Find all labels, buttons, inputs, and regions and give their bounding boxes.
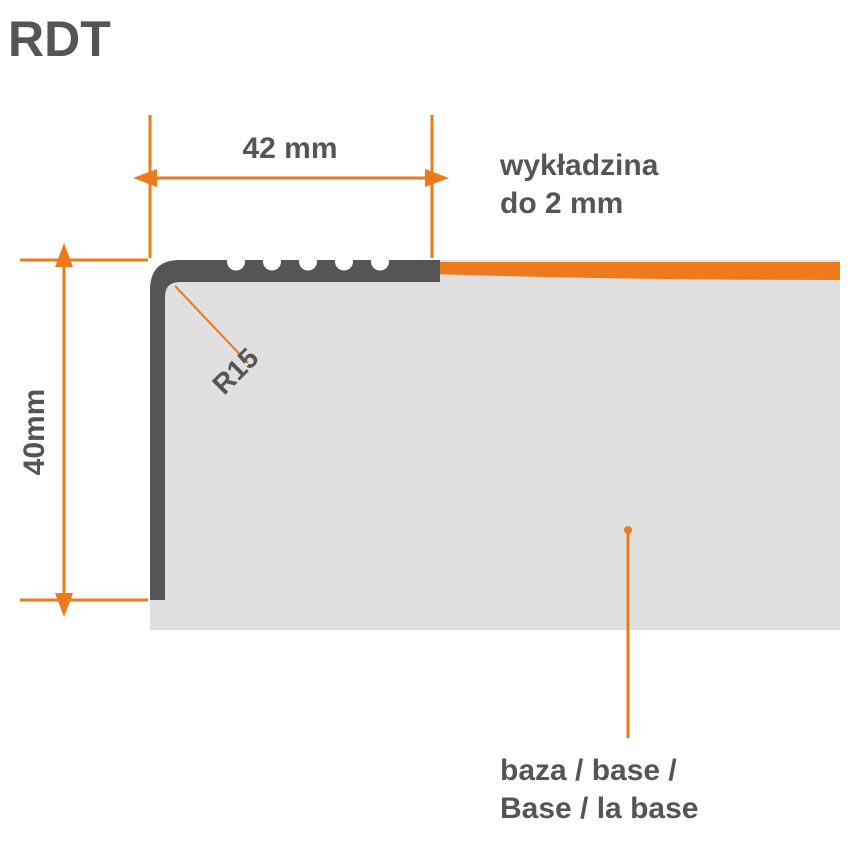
profile-groove	[371, 253, 389, 271]
covering-label-line2: do 2 mm	[500, 187, 623, 220]
profile-groove	[335, 253, 353, 271]
diagram-canvas: RDT42 mm40mmR15wykładzinado 2 mmbaza / b…	[0, 0, 852, 852]
profile-groove	[263, 253, 281, 271]
title-text: RDT	[8, 11, 111, 67]
covering-label-line1: wykładzina	[499, 149, 659, 182]
dim-left-label: 40mm	[18, 389, 51, 476]
base-leader-dot	[624, 526, 632, 534]
profile-groove	[227, 253, 245, 271]
base-label-line1: baza / base /	[500, 754, 677, 787]
dim-top-label: 42 mm	[242, 132, 337, 165]
profile-groove	[299, 253, 317, 271]
base-block	[150, 260, 840, 630]
base-label-line2: Base / la base	[500, 792, 698, 825]
